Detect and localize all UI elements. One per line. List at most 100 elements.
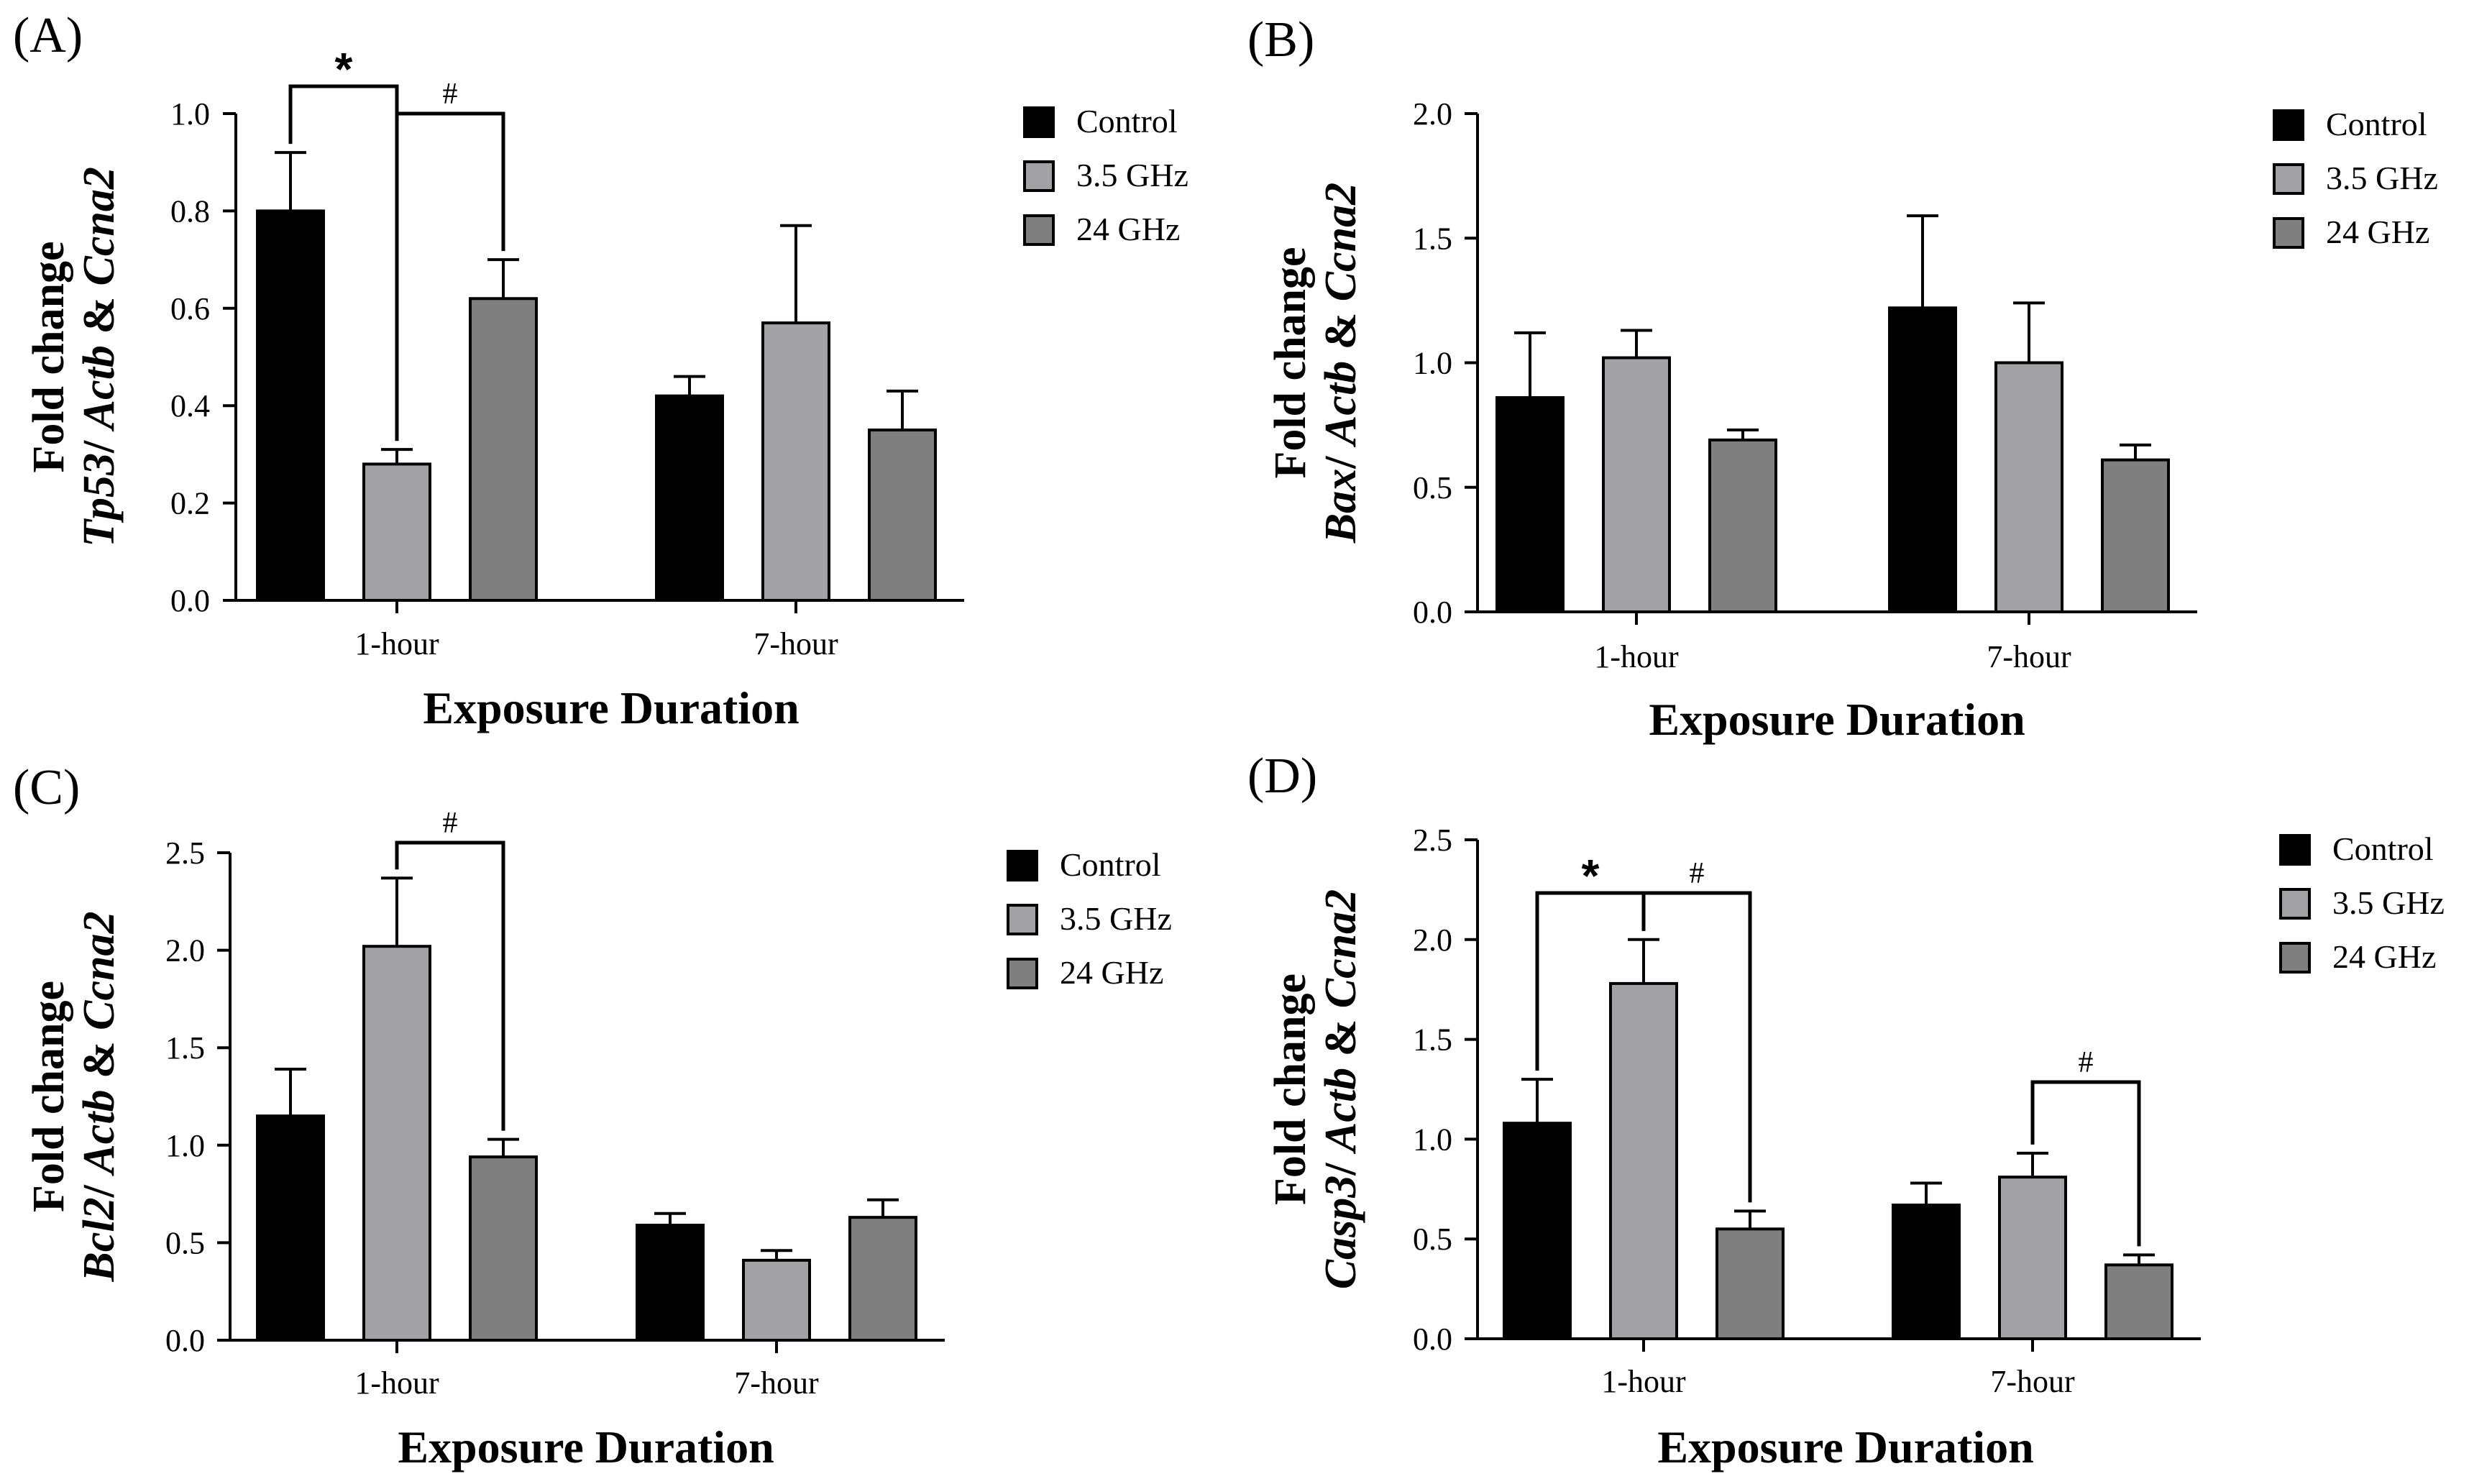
y-tick-label: 0.4 — [170, 388, 210, 423]
significance-marker: # — [443, 78, 458, 111]
y-axis-slash: / — [1316, 445, 1365, 470]
bar — [1708, 438, 1777, 613]
significance-bracket — [2030, 1080, 2141, 1247]
bar — [655, 394, 724, 602]
legend-label: 24 GHz — [2326, 214, 2429, 250]
y-axis-ref-gene: Ccna2 — [75, 167, 124, 285]
legend-label: 24 GHz — [2332, 938, 2436, 975]
legend: Control 3.5 GHz 24 GHz — [1023, 103, 1188, 247]
panel-label: (A) — [13, 8, 83, 63]
x-axis-title: Exposure Duration — [398, 1421, 774, 1472]
legend-swatch — [1007, 850, 1038, 881]
panel-label: (C) — [13, 760, 80, 815]
legend-swatch — [1023, 106, 1055, 138]
legend-swatch — [1023, 160, 1055, 192]
y-axis-amp: & — [1316, 301, 1365, 361]
legend-swatch — [2279, 834, 2311, 866]
y-axis-title: Fold change — [24, 981, 73, 1212]
significance-bracket — [1641, 891, 1752, 1203]
y-tick-label: 2.0 — [1413, 922, 1452, 958]
legend-label: 3.5 GHz — [2332, 884, 2445, 921]
y-tick-label: 1.5 — [1413, 221, 1452, 256]
legend: Control 3.5 GHz 24 GHz — [2279, 830, 2445, 975]
chart-panel-c: (C) 0.0 0.5 1.0 1.5 2.0 2.5 1-hour 7-hour # Exposu… — [13, 760, 1172, 1472]
y-axis-ref-gene: Ccna2 — [75, 912, 124, 1030]
y-tick-label: 2.0 — [165, 933, 205, 968]
x-axis-title: Exposure Duration — [423, 682, 799, 733]
bar — [469, 1155, 538, 1342]
y-tick-label: 0.5 — [1413, 470, 1452, 505]
y-axis-normalizer: / Actb & Ccna2 — [1316, 183, 1365, 470]
y-axis-gene: Bcl2 — [75, 1197, 124, 1282]
y-tick-label: 1.5 — [165, 1030, 205, 1066]
y-tick-label: 1.0 — [165, 1128, 205, 1163]
y-axis-amp: & — [75, 1030, 124, 1090]
significance-marker: * — [1582, 850, 1600, 902]
significance-marker: # — [1690, 857, 1705, 890]
significance-bracket — [395, 111, 505, 441]
y-axis-slash: / — [1316, 1152, 1365, 1176]
legend-swatch — [1007, 904, 1038, 935]
significance-marker: # — [443, 807, 458, 840]
y-tick-label: 1.0 — [170, 96, 210, 132]
legend-swatch — [2273, 217, 2304, 249]
bar — [636, 1223, 705, 1342]
y-tick-label: 1.0 — [1413, 1122, 1452, 1157]
y-tick-label: 0.5 — [1413, 1222, 1452, 1257]
panel-label: (B) — [1247, 12, 1314, 68]
y-axis-amp: & — [1316, 1008, 1365, 1068]
y-tick-label: 0.0 — [1413, 595, 1452, 630]
legend-label: 3.5 GHz — [1076, 157, 1188, 193]
significance-marker: * — [335, 43, 353, 95]
y-tick-label: 2.0 — [1413, 96, 1452, 132]
bar — [1716, 1227, 1785, 1340]
x-tick-label: 1-hour — [354, 626, 439, 661]
x-tick-label: 7-hour — [1987, 639, 2071, 674]
y-axis-ref-gene: Actb — [75, 345, 124, 432]
y-tick-label: 0.2 — [170, 486, 210, 521]
x-tick-label: 1-hour — [1601, 1364, 1686, 1399]
y-axis-subtitle: Casp3/ Actb & Ccna2 — [1316, 889, 1365, 1289]
y-axis-normalizer: / Actb & Ccna2 — [75, 167, 124, 454]
chart-panel-b: (B) 0.0 0.5 1.0 1.5 2.0 1-hour 7-hour Exposure D… — [1247, 12, 2438, 745]
bar — [1994, 361, 2063, 613]
legend-label: 24 GHz — [1060, 954, 1163, 991]
legend-label: 3.5 GHz — [2326, 160, 2438, 196]
y-axis-subtitle: Bcl2/ Actb & Ccna2 — [75, 912, 124, 1283]
bar — [256, 1114, 325, 1342]
y-tick-label: 0.0 — [170, 583, 210, 618]
y-axis-title: Fold change — [24, 241, 73, 472]
y-tick-label: 0.0 — [165, 1323, 205, 1358]
y-axis-ref-gene: Actb — [1316, 361, 1365, 448]
bar — [256, 209, 325, 602]
legend-swatch — [2279, 888, 2311, 920]
significance-marker: # — [2079, 1046, 2094, 1079]
y-axis-amp: & — [75, 285, 124, 345]
y-axis-ref-gene: Actb — [75, 1090, 124, 1177]
y-axis-normalizer: / Actb & Ccna2 — [1316, 889, 1365, 1176]
legend-label: Control — [1076, 103, 1178, 139]
y-tick-label: 0.0 — [1413, 1322, 1452, 1357]
bar — [469, 297, 538, 602]
bar — [1495, 396, 1565, 613]
y-tick-label: 0.5 — [165, 1225, 205, 1260]
bar — [1503, 1122, 1572, 1341]
x-tick-label: 7-hour — [734, 1365, 819, 1401]
y-axis-title: Fold change — [1266, 974, 1315, 1205]
y-axis-gene: Bax — [1316, 469, 1365, 544]
legend: Control 3.5 GHz 24 GHz — [1007, 846, 1172, 991]
y-axis-slash: / — [75, 1174, 124, 1199]
x-tick-label: 7-hour — [753, 626, 838, 661]
legend-swatch — [1023, 214, 1055, 246]
panel-label: (D) — [1247, 748, 1317, 804]
y-axis-slash: / — [75, 429, 124, 454]
legend-swatch — [2273, 163, 2304, 195]
legend-label: Control — [2332, 830, 2434, 867]
y-axis-gene: Casp3 — [1316, 1176, 1365, 1289]
bar — [868, 429, 937, 602]
legend-label: Control — [2326, 106, 2427, 142]
y-axis-ref-gene: Actb — [1316, 1068, 1365, 1155]
y-axis-ref-gene: Ccna2 — [1316, 889, 1365, 1008]
bar — [848, 1216, 917, 1342]
